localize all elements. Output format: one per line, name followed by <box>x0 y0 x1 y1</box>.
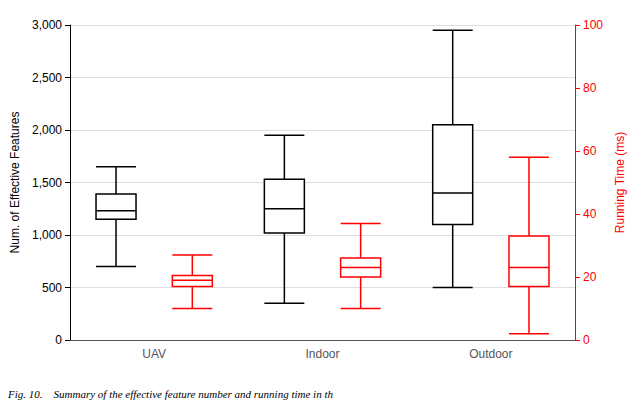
svg-text:Running Time (ms): Running Time (ms) <box>613 132 627 233</box>
svg-text:Num. of Effective Features: Num. of Effective Features <box>8 112 22 254</box>
svg-text:2,000: 2,000 <box>32 123 62 137</box>
svg-text:2,500: 2,500 <box>32 71 62 85</box>
svg-text:80: 80 <box>583 81 597 95</box>
svg-text:60: 60 <box>583 144 597 158</box>
svg-text:0: 0 <box>55 333 62 347</box>
svg-text:Indoor: Indoor <box>305 347 339 361</box>
svg-text:100: 100 <box>583 18 603 32</box>
svg-text:Fig. 10. Summary of the eff: Fig. 10. Summary of the effective featur… <box>7 388 333 400</box>
svg-text:40: 40 <box>583 207 597 221</box>
svg-text:3,000: 3,000 <box>32 18 62 32</box>
svg-text:1,500: 1,500 <box>32 176 62 190</box>
svg-text:UAV: UAV <box>142 347 166 361</box>
svg-text:Outdoor: Outdoor <box>469 347 512 361</box>
svg-text:1,000: 1,000 <box>32 228 62 242</box>
svg-text:500: 500 <box>42 281 62 295</box>
svg-text:20: 20 <box>583 270 597 284</box>
svg-text:0: 0 <box>583 333 590 347</box>
